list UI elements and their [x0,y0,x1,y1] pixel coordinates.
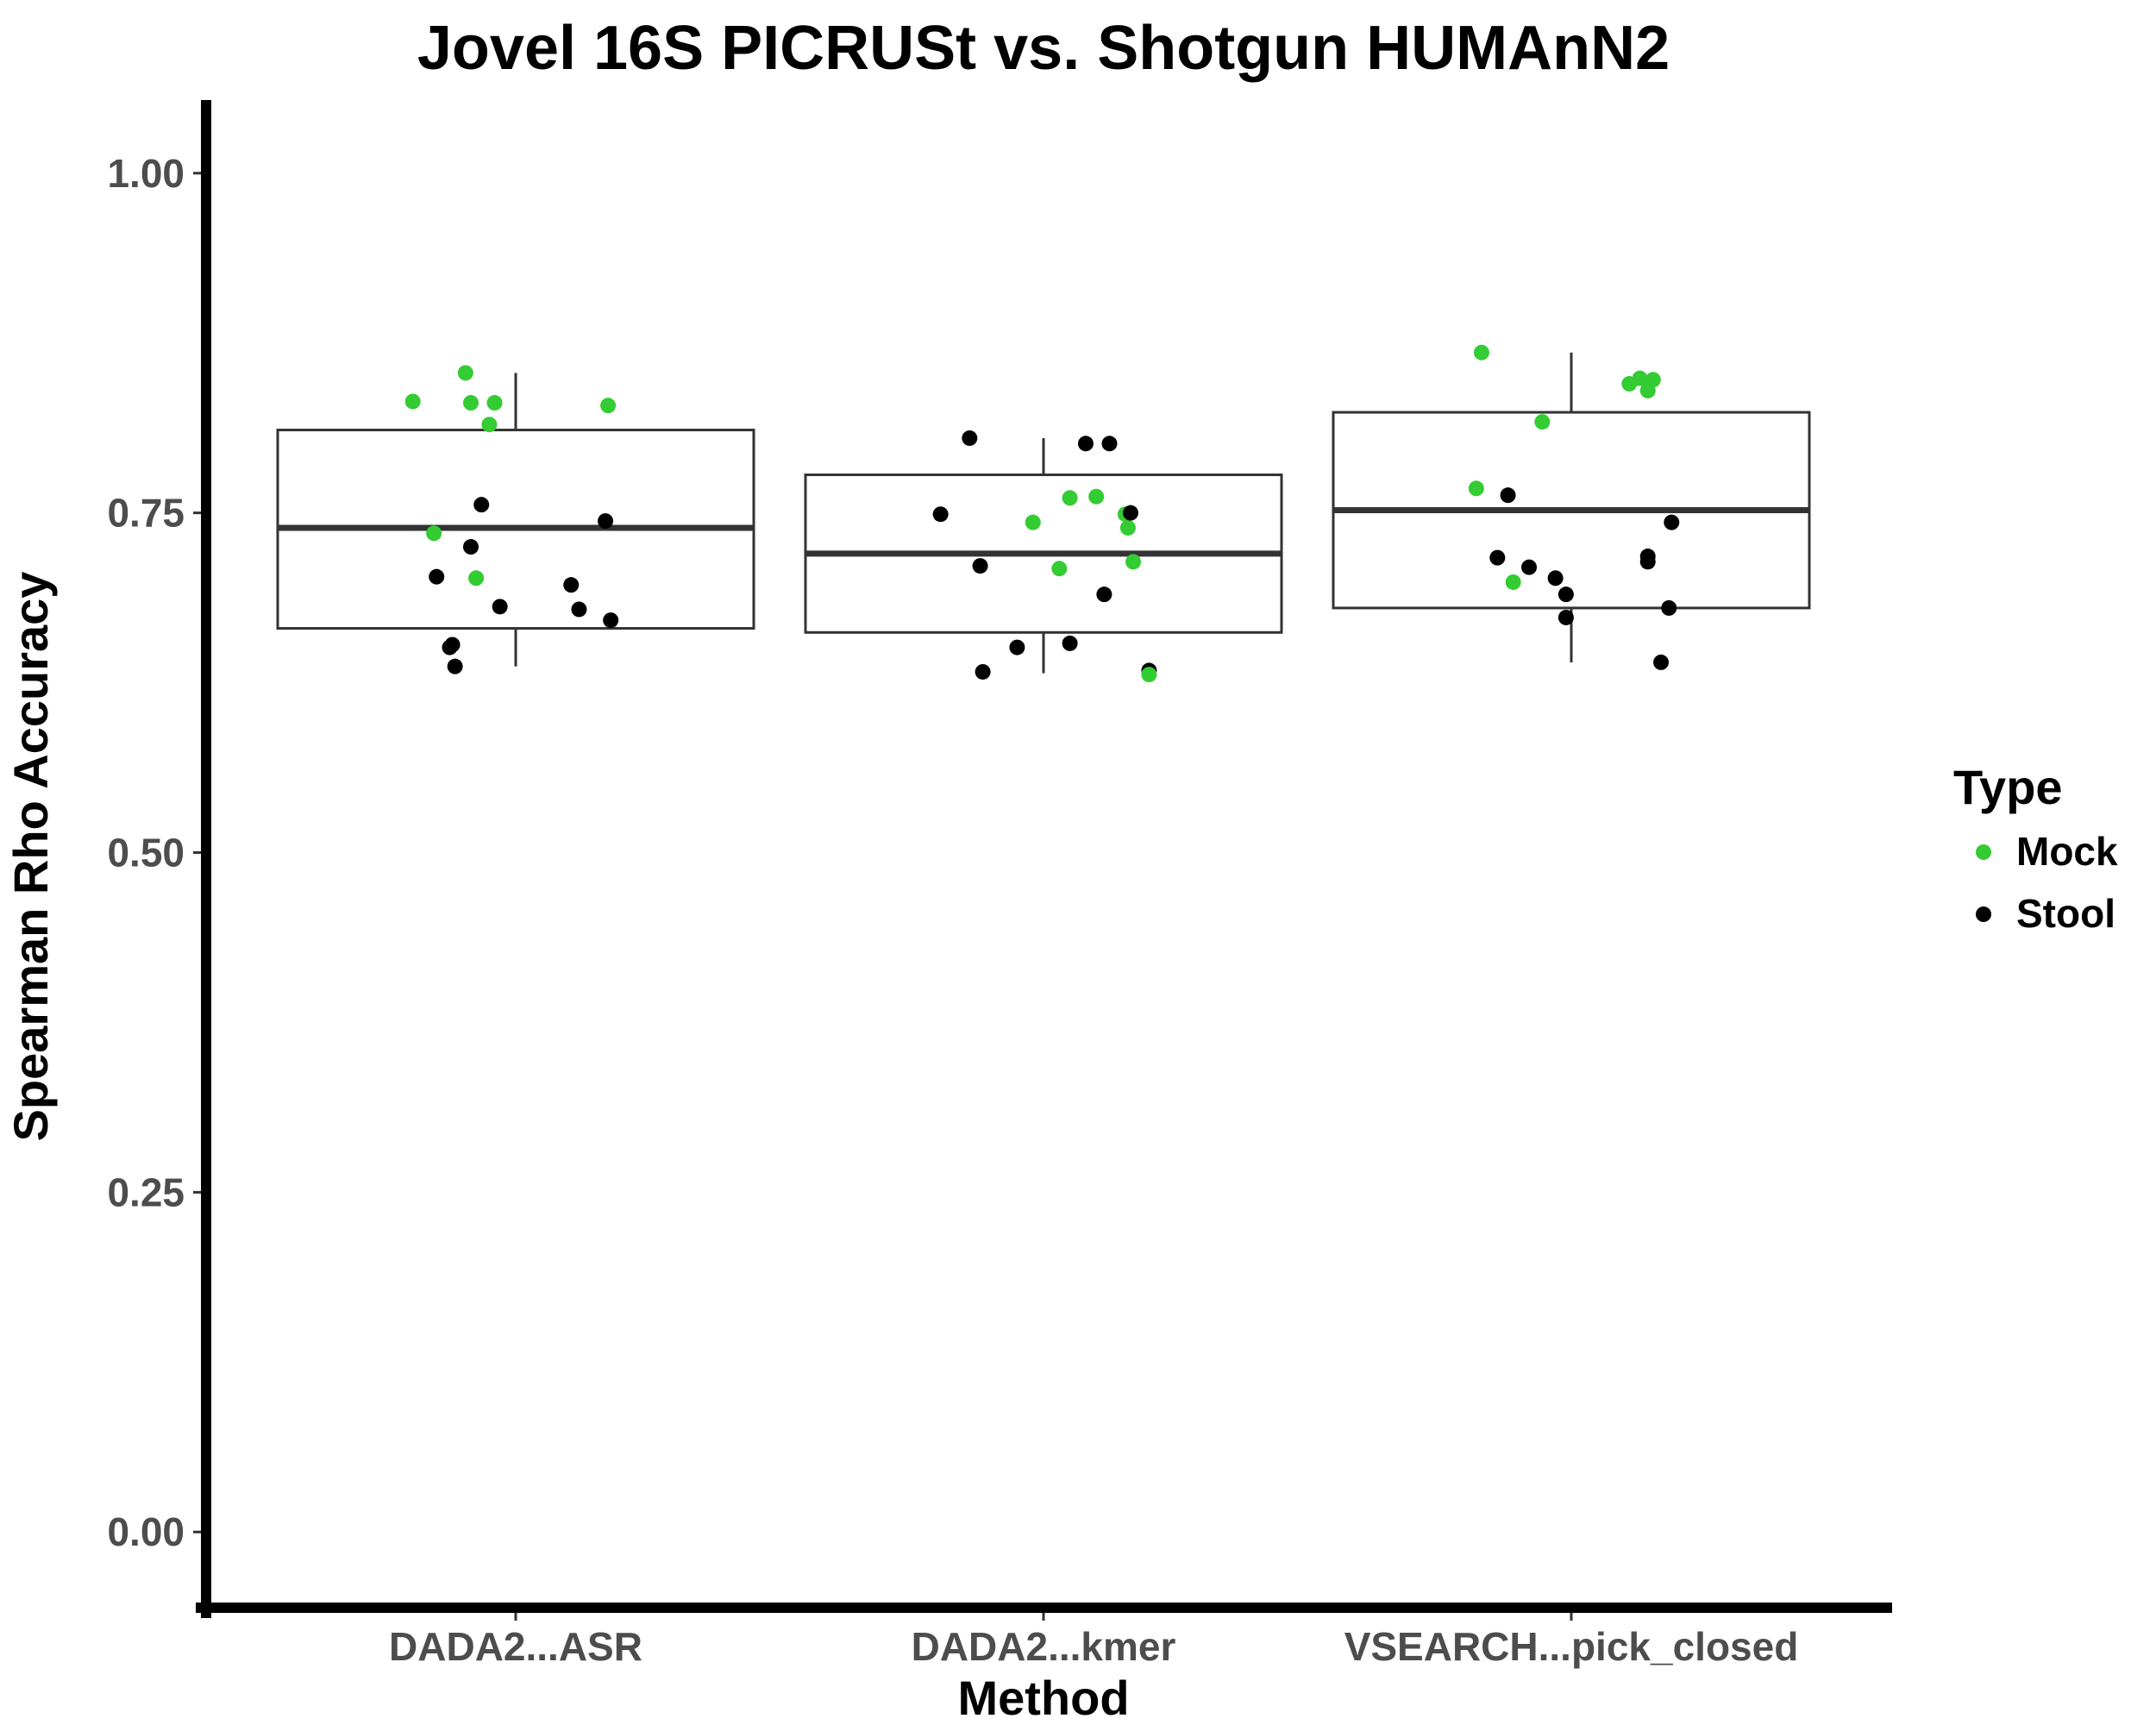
data-point-stool [972,558,988,574]
data-point-mock [1025,514,1041,530]
data-point-mock [1505,574,1521,590]
y-axis-ticks: 0.00 0.25 0.50 0.75 1.00 [107,151,201,1554]
legend-title: Type [1953,760,2063,814]
chart-title: Jovel 16S PICRUSt vs. Shotgun HUMAnN2 [417,14,1670,83]
data-point-stool [975,663,991,680]
box-1 [276,373,755,667]
data-point-stool [1661,599,1677,616]
data-point-mock [1141,667,1157,683]
data-point-stool [571,601,587,618]
data-point-stool [1521,559,1538,575]
data-point-stool [1547,570,1564,586]
data-point-stool [1096,586,1112,603]
data-point-stool [1664,514,1680,530]
data-point-stool [1101,436,1118,452]
data-point-stool [563,577,580,593]
x-axis-ticks: DADA2...ASR DADA2...kmer VSEARCH...pick_cl… [389,1613,1798,1669]
data-point-mock [600,398,617,414]
x-tick-label: DADA2...kmer [912,1624,1176,1669]
data-point-stool [1009,639,1025,656]
data-point-stool [1122,505,1138,521]
data-point-stool [462,539,479,555]
data-point-stool [1062,635,1078,651]
data-point-mock [404,393,421,410]
x-tick-label: DADA2...ASR [389,1624,642,1669]
data-point-mock [486,395,503,411]
data-point-mock [1125,554,1142,570]
legend-marker-stool [1976,906,1991,922]
data-point-stool [962,430,978,446]
data-point-stool [1557,609,1574,625]
y-tick-label: 0.25 [107,1170,185,1214]
data-point-mock [1088,488,1105,505]
data-point-stool [1639,554,1656,570]
data-point-mock [1051,561,1068,577]
data-point-mock [1645,372,1661,388]
data-point-stool [473,497,490,513]
data-point-mock [1534,414,1551,430]
data-point-mock [1119,519,1136,536]
data-point-mock [468,570,485,586]
x-tick-label: VSEARCH...pick_closed [1344,1624,1799,1669]
plot-area [276,344,1811,683]
data-point-mock [1468,480,1484,497]
legend: Type Mock Stool [1953,760,2118,936]
y-tick-label: 0.75 [107,491,185,536]
data-point-mock [1632,370,1648,386]
data-point-stool [1653,654,1670,670]
data-point-mock [457,365,473,381]
data-point-mock [1473,344,1489,361]
data-point-stool [598,513,614,530]
data-point-mock [462,395,479,411]
y-axis-title: Spearman Rho Accuracy [3,572,58,1142]
data-point-stool [1489,549,1506,566]
data-point-mock [1062,490,1078,506]
data-point-stool [444,637,461,653]
data-point-stool [1077,436,1094,452]
legend-label-mock: Mock [2016,829,2118,874]
box-2 [804,437,1283,674]
data-point-stool [1500,487,1516,504]
data-point-mock [426,525,442,542]
data-point-stool [932,506,949,523]
x-axis-title: Method [957,1671,1129,1725]
y-tick-label: 0.00 [107,1509,185,1554]
y-tick-label: 0.50 [107,831,185,875]
data-point-mock [481,417,498,433]
y-tick-label: 1.00 [107,151,185,196]
data-point-stool [1557,586,1574,603]
data-point-stool [429,568,445,585]
legend-marker-mock [1976,844,1991,860]
legend-label-stool: Stool [2016,891,2115,936]
data-point-stool [492,599,508,615]
data-point-stool [447,658,463,674]
data-point-stool [603,612,619,629]
